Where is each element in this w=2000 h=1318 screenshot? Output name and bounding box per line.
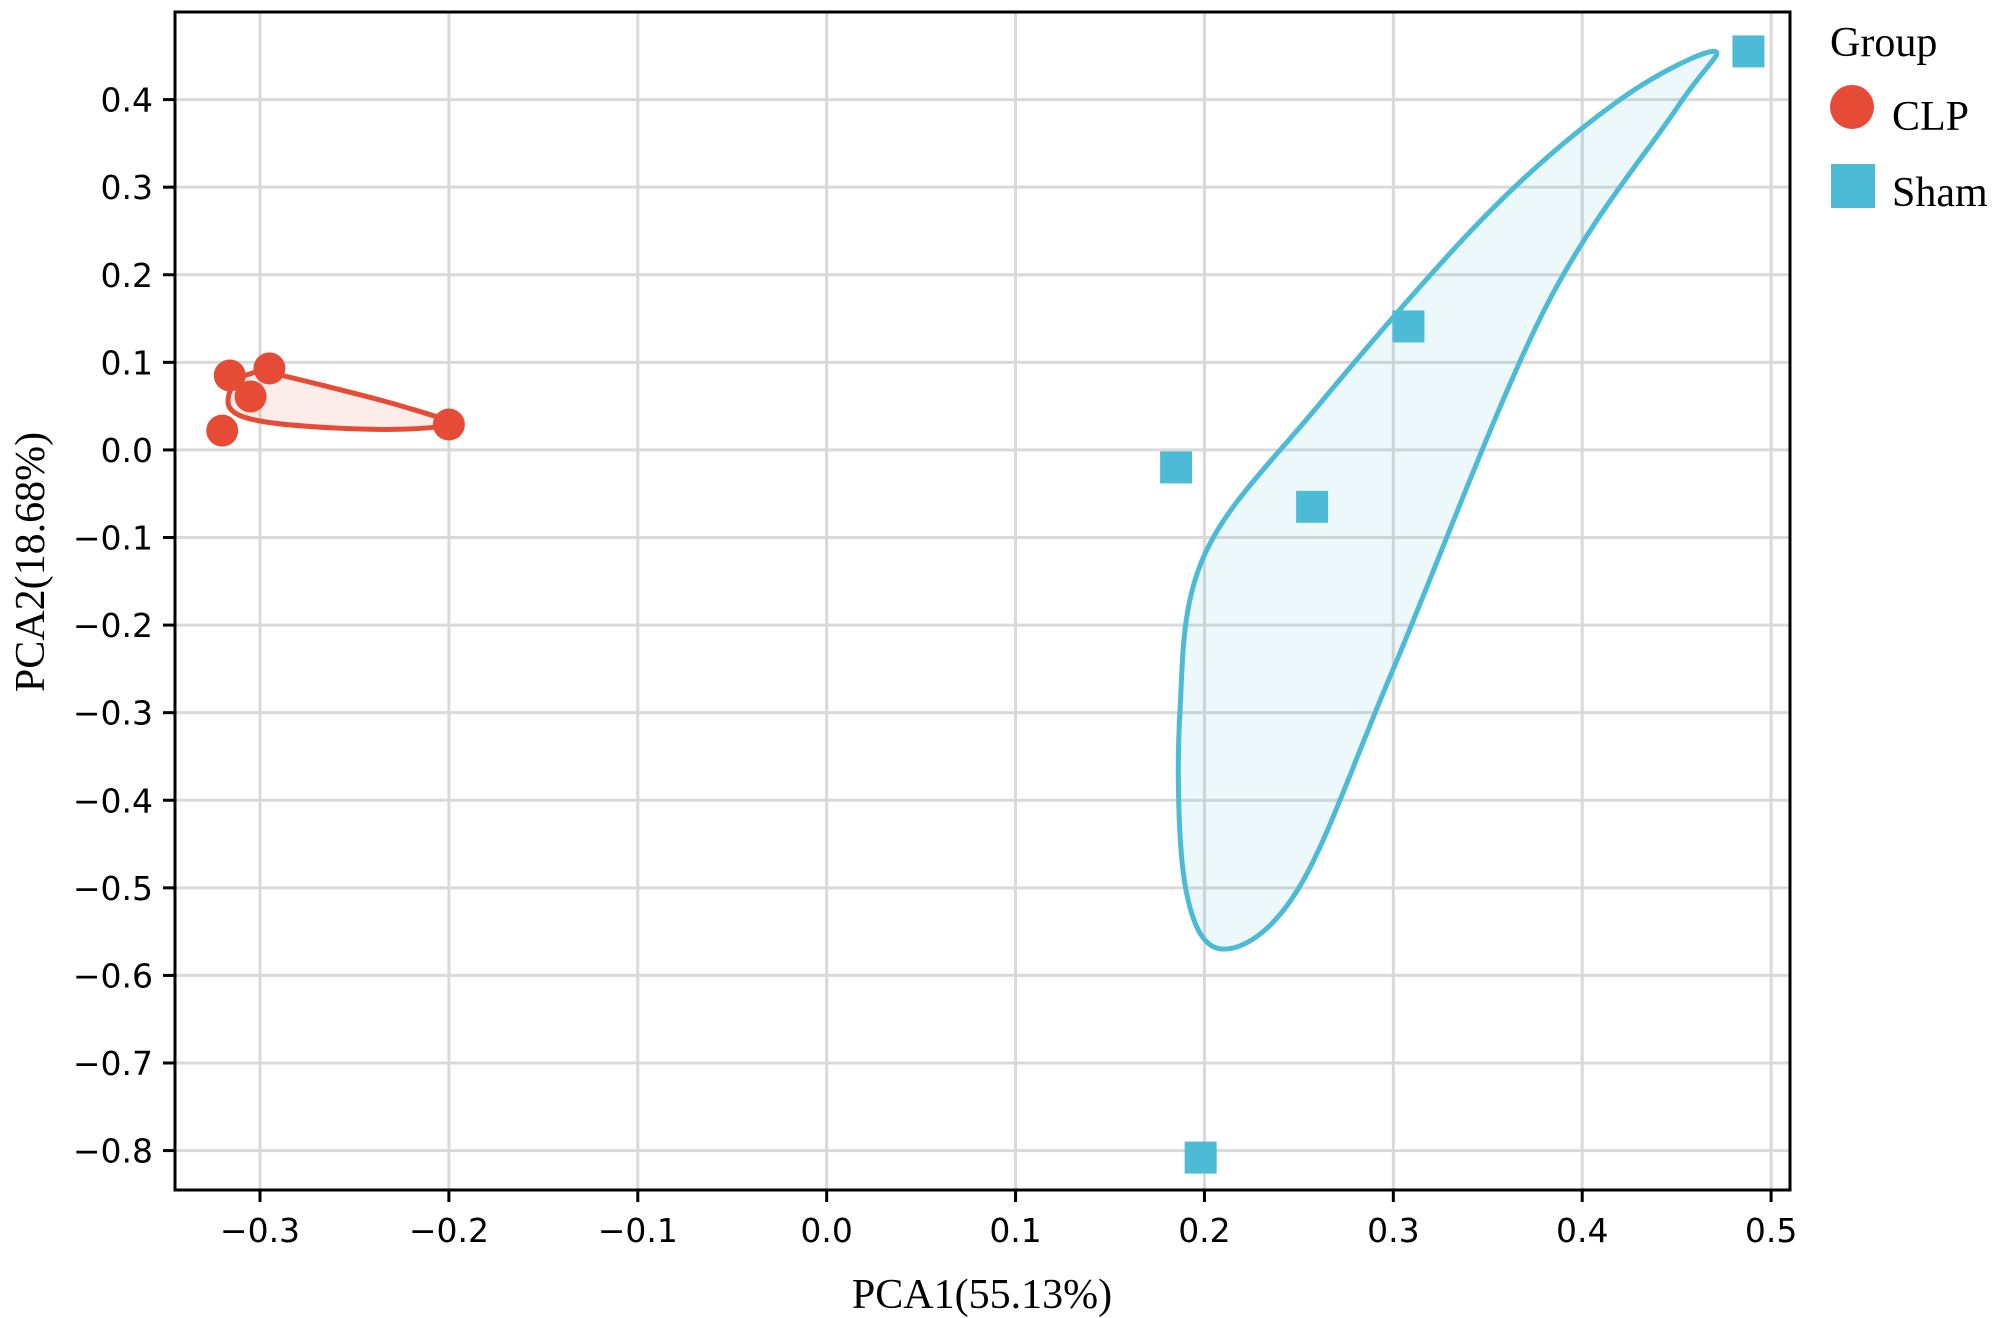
- sham-confidence-ellipse: [1175, 48, 1720, 952]
- x-tick-label: −0.1: [598, 1211, 678, 1250]
- axis-ticks: [163, 98, 1773, 1202]
- clp-point: [253, 352, 286, 385]
- clp-point: [234, 380, 267, 413]
- y-tick-label: −0.2: [73, 606, 153, 645]
- y-axis-title: PCA2(18.68%): [8, 432, 54, 692]
- sham-point: [1392, 310, 1425, 343]
- y-tick-label: −0.4: [73, 781, 153, 820]
- plot-frame: [173, 10, 1792, 1192]
- y-tick-label: −0.1: [73, 519, 153, 558]
- legend-sham-label: Sham: [1892, 170, 1988, 216]
- y-tick-labels: 0.4 0.3 0.2 0.1 0.0 −0.1 −0.2 −0.3 −0.4 −0.5 −0.6 −…: [73, 81, 153, 1171]
- legend-title: Group: [1830, 20, 1937, 66]
- y-tick-label: 0.1: [101, 343, 153, 382]
- legend-clp-label: CLP: [1892, 94, 1969, 140]
- x-tick-label: 0.5: [1745, 1211, 1797, 1250]
- legend-clp-marker: [1830, 85, 1874, 129]
- x-tick-label: 0.3: [1367, 1211, 1419, 1250]
- sham-point: [1184, 1141, 1217, 1174]
- y-tick-label: 0.4: [101, 81, 153, 120]
- sham-point: [1732, 35, 1765, 68]
- y-tick-label: −0.3: [73, 694, 153, 733]
- y-tick-label: 0.0: [101, 431, 153, 470]
- sham-point: [1296, 490, 1329, 523]
- clp-point: [206, 414, 239, 447]
- x-tick-labels: −0.3 −0.2 −0.1 0.0 0.1 0.2 0.3 0.4 0.5: [220, 1211, 1797, 1250]
- y-tick-label: −0.8: [73, 1132, 153, 1171]
- x-axis-title: PCA1(55.13%): [852, 1272, 1112, 1318]
- x-tick-label: 0.2: [1178, 1211, 1230, 1250]
- y-tick-label: 0.2: [101, 256, 153, 295]
- x-tick-label: −0.2: [409, 1211, 489, 1250]
- y-tick-label: −0.6: [73, 956, 153, 995]
- clp-point: [432, 408, 465, 441]
- x-tick-label: 0.0: [800, 1211, 852, 1250]
- legend-sham-marker: [1831, 164, 1875, 208]
- sham-point: [1160, 451, 1193, 484]
- clp-point: [213, 359, 246, 392]
- x-tick-label: 0.4: [1556, 1211, 1608, 1250]
- y-tick-label: −0.7: [73, 1044, 153, 1083]
- legend: Group CLP Sham: [1830, 20, 1988, 216]
- y-tick-label: 0.3: [101, 168, 153, 207]
- data-points: [206, 35, 1765, 1174]
- x-tick-label: 0.1: [989, 1211, 1041, 1250]
- y-tick-label: −0.5: [73, 869, 153, 908]
- x-tick-label: −0.3: [220, 1211, 300, 1250]
